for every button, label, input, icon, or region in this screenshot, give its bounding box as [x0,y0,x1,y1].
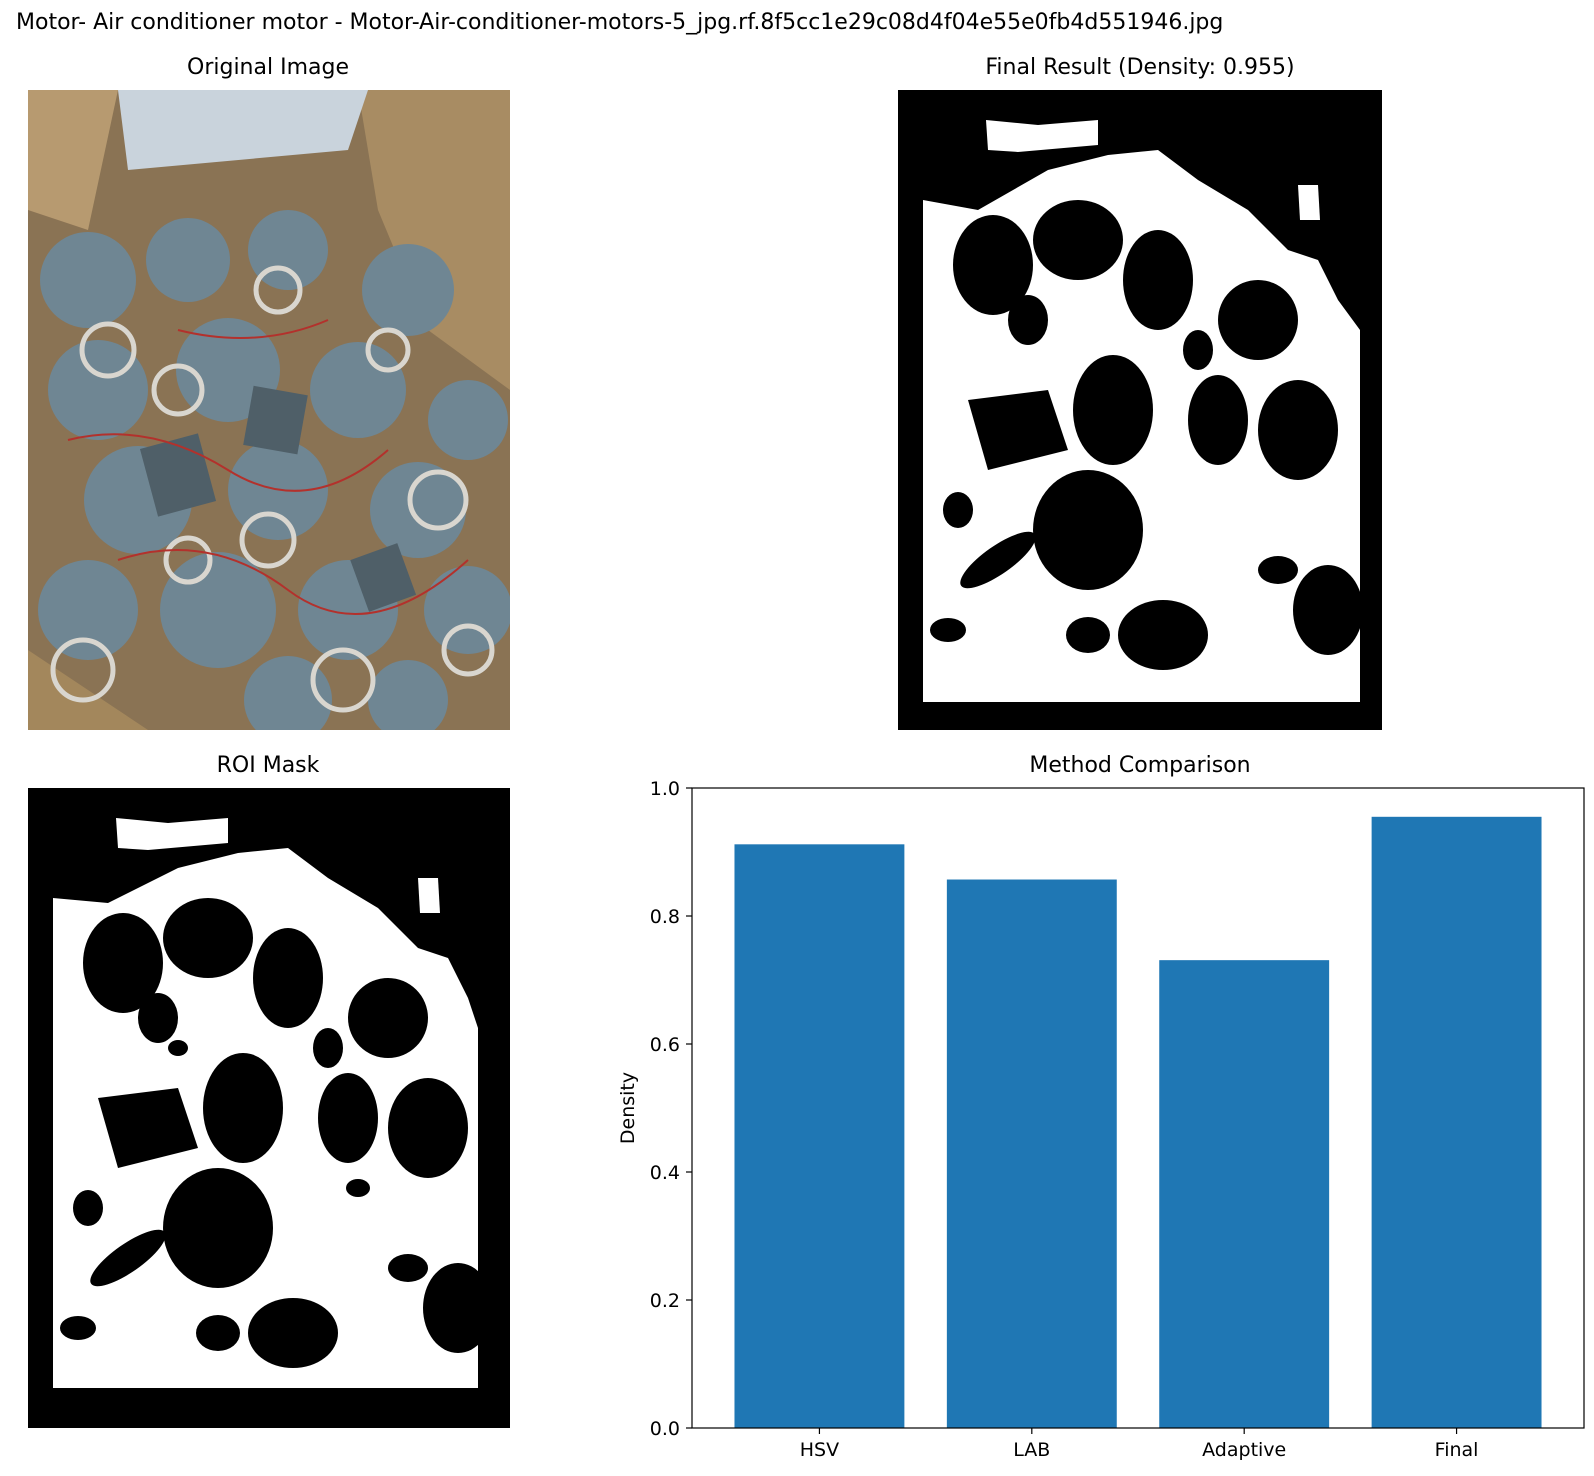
x-tick-label: LAB [1013,1439,1050,1461]
figure-title: Motor- Air conditioner motor - Motor-Air… [16,10,1224,35]
x-tick-label: Adaptive [1202,1439,1286,1461]
roi-mask-title: ROI Mask [216,753,320,778]
method-comparison-title: Method Comparison [1029,753,1251,778]
final-result-title: Final Result (Density: 0.955) [985,55,1295,80]
original-image [28,90,510,730]
roi-mask [28,788,510,1428]
x-tick-label: HSV [800,1439,839,1461]
y-tick-label: 0.0 [650,1418,680,1440]
original-image-title: Original Image [187,55,349,80]
y-tick-label: 0.6 [650,1034,680,1056]
y-tick-label: 0.2 [650,1290,680,1312]
bar-final [1371,816,1542,1428]
bar-lab [946,879,1117,1428]
bar-hsv [734,844,905,1428]
x-tick-label: Final [1435,1439,1479,1461]
y-tick-label: 1.0 [650,778,680,800]
y-tick-label: 0.8 [650,906,680,928]
final-result-mask [898,90,1382,730]
y-axis-label: Density [617,1072,639,1144]
bar-adaptive [1159,960,1330,1428]
y-tick-label: 0.4 [650,1162,680,1184]
plot-frame [691,787,1585,1429]
